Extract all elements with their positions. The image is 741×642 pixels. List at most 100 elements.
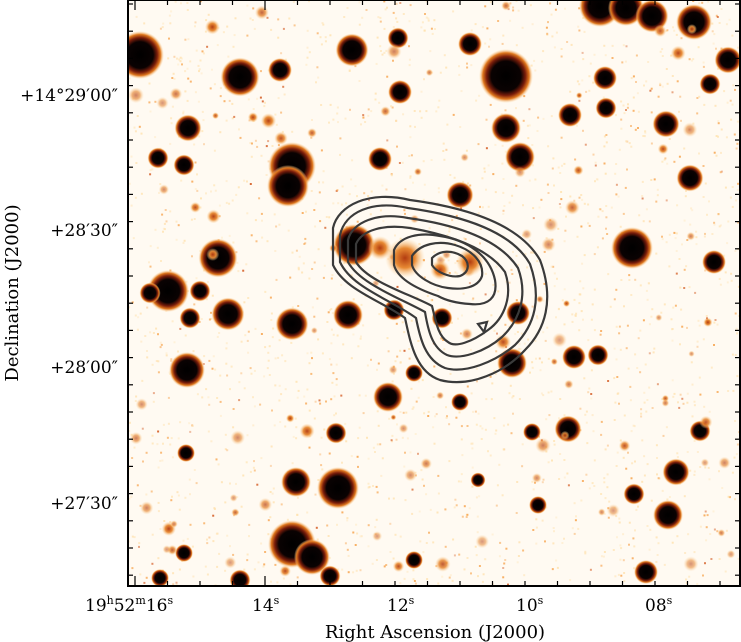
star-source xyxy=(267,165,309,207)
faint-source xyxy=(541,237,556,252)
faint-source xyxy=(514,166,526,178)
faint-source xyxy=(388,365,398,375)
faint-source xyxy=(254,5,269,20)
faint-source xyxy=(564,200,580,215)
faint-source xyxy=(299,423,315,439)
faint-source xyxy=(657,143,669,155)
x-tick-label: 14s xyxy=(252,594,280,616)
faint-source xyxy=(560,430,570,440)
x-axis-title: Right Ascension (J2000) xyxy=(325,622,545,642)
y-tick-label: +14°29′00″ xyxy=(20,86,118,106)
star-source xyxy=(470,472,486,488)
faint-source xyxy=(140,501,154,515)
faint-source xyxy=(575,92,583,99)
plot-frame xyxy=(127,0,741,587)
faint-source xyxy=(435,556,451,572)
star-source xyxy=(479,49,533,103)
faint-source xyxy=(206,209,221,224)
faint-source xyxy=(460,153,469,162)
faint-source xyxy=(224,556,237,569)
faint-source xyxy=(189,201,201,213)
faint-source xyxy=(230,430,246,445)
faint-source xyxy=(398,423,409,434)
y-tick-label: +28′00″ xyxy=(50,358,118,378)
faint-source xyxy=(618,440,631,452)
faint-source xyxy=(717,529,726,537)
extended-emission xyxy=(368,236,392,260)
y-axis-title: Declination (J2000) xyxy=(2,204,23,381)
star-source xyxy=(333,300,363,330)
faint-source xyxy=(380,106,391,117)
faint-source xyxy=(285,414,295,423)
faint-source xyxy=(279,565,292,577)
faint-source xyxy=(521,228,533,240)
star-source xyxy=(608,0,644,26)
faint-source xyxy=(531,472,542,484)
faint-source xyxy=(699,415,713,429)
star-source xyxy=(653,500,683,530)
star-source xyxy=(451,393,469,411)
faint-source xyxy=(564,379,574,389)
star-source xyxy=(595,97,617,119)
faint-source xyxy=(536,295,544,304)
faint-source xyxy=(686,231,696,241)
star-source xyxy=(635,0,669,33)
star-source xyxy=(211,297,245,331)
faint-source xyxy=(683,556,699,572)
faint-source xyxy=(274,131,288,146)
axis-ticks xyxy=(128,0,740,586)
star-source xyxy=(325,422,347,444)
star-source xyxy=(662,458,690,486)
faint-source xyxy=(535,437,551,454)
faint-source xyxy=(260,113,277,129)
faint-source xyxy=(247,112,259,123)
radio-contours xyxy=(331,195,549,384)
star-source xyxy=(529,496,547,514)
faint-source xyxy=(229,493,238,502)
star-source xyxy=(505,142,535,172)
faint-source xyxy=(700,458,710,468)
faint-source xyxy=(718,456,731,469)
faint-source xyxy=(310,327,318,334)
faint-source xyxy=(156,96,169,110)
star-source xyxy=(562,345,586,369)
faint-source xyxy=(552,332,567,348)
faint-source xyxy=(169,87,183,101)
sky-image xyxy=(128,0,741,587)
faint-source xyxy=(425,68,434,77)
faint-source xyxy=(170,520,178,528)
faint-source xyxy=(162,545,172,554)
faint-source xyxy=(372,531,383,542)
star-source xyxy=(275,307,309,341)
star-source xyxy=(173,154,195,176)
star-source xyxy=(147,270,189,312)
faint-source xyxy=(682,122,698,138)
star-source xyxy=(623,483,645,505)
star-source xyxy=(387,27,409,49)
x-tick-label: 19h52m16s xyxy=(85,594,173,616)
faint-source xyxy=(703,317,713,327)
star-source xyxy=(147,147,169,169)
faint-source xyxy=(390,414,397,421)
faint-source xyxy=(129,431,143,445)
faint-source xyxy=(475,534,490,549)
star-source xyxy=(179,307,201,329)
star-source xyxy=(558,103,582,127)
star-source xyxy=(175,544,193,562)
star-source xyxy=(405,364,423,382)
star-source xyxy=(458,32,482,56)
faint-source xyxy=(654,24,667,38)
faint-source xyxy=(606,504,620,517)
star-source xyxy=(676,164,704,192)
star-source xyxy=(174,114,202,142)
faint-source xyxy=(158,184,170,195)
extended-emission xyxy=(456,248,484,276)
star-source xyxy=(388,80,412,104)
faint-source xyxy=(655,314,663,322)
star-source xyxy=(446,181,474,209)
star-source xyxy=(405,551,423,569)
star-source xyxy=(319,565,341,587)
star-source xyxy=(634,560,658,584)
faint-source xyxy=(135,398,148,411)
